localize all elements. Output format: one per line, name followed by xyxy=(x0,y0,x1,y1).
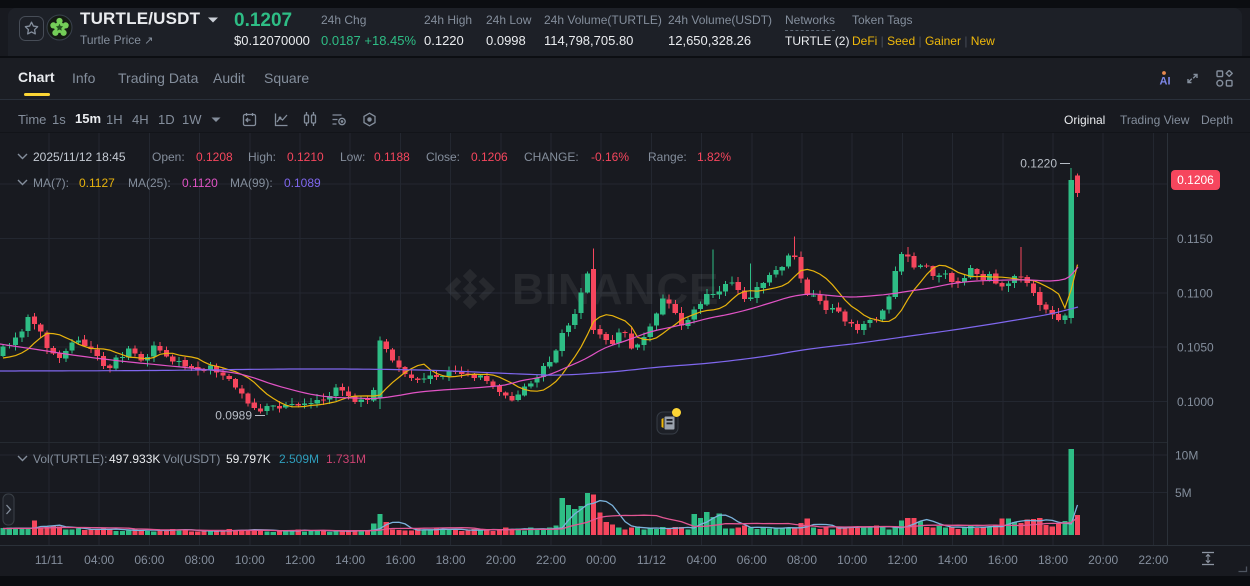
svg-text:0.1000: 0.1000 xyxy=(1177,395,1214,409)
svg-text:5M: 5M xyxy=(1175,486,1192,500)
svg-text:0.0989: 0.0989 xyxy=(215,409,252,423)
svg-text:0.1220: 0.1220 xyxy=(1020,157,1057,171)
svg-text:08:00: 08:00 xyxy=(787,553,817,567)
svg-text:16:00: 16:00 xyxy=(988,553,1018,567)
svg-text:10:00: 10:00 xyxy=(235,553,265,567)
svg-text:20:00: 20:00 xyxy=(1088,553,1118,567)
svg-text:04:00: 04:00 xyxy=(687,553,717,567)
svg-text:04:00: 04:00 xyxy=(84,553,114,567)
svg-text:12:00: 12:00 xyxy=(285,553,315,567)
svg-text:10:00: 10:00 xyxy=(837,553,867,567)
svg-text:16:00: 16:00 xyxy=(385,553,415,567)
svg-text:06:00: 06:00 xyxy=(737,553,767,567)
svg-text:08:00: 08:00 xyxy=(185,553,215,567)
svg-text:14:00: 14:00 xyxy=(335,553,365,567)
svg-text:11/12: 11/12 xyxy=(637,553,666,567)
svg-text:BINANCE: BINANCE xyxy=(512,265,719,314)
svg-text:12:00: 12:00 xyxy=(887,553,917,567)
svg-text:AI: AI xyxy=(1160,76,1171,87)
svg-text:22:00: 22:00 xyxy=(1138,553,1168,567)
svg-text:22:00: 22:00 xyxy=(536,553,566,567)
svg-text:0.1050: 0.1050 xyxy=(1177,341,1214,355)
svg-text:20:00: 20:00 xyxy=(486,553,516,567)
svg-text:11/11: 11/11 xyxy=(35,553,64,567)
svg-text:00:00: 00:00 xyxy=(586,553,616,567)
svg-text:06:00: 06:00 xyxy=(134,553,164,567)
svg-text:0.1206: 0.1206 xyxy=(1177,173,1214,187)
svg-text:18:00: 18:00 xyxy=(1038,553,1068,567)
svg-text:0.1150: 0.1150 xyxy=(1177,232,1213,246)
svg-text:0.1100: 0.1100 xyxy=(1177,286,1213,300)
svg-text:14:00: 14:00 xyxy=(938,553,968,567)
svg-text:18:00: 18:00 xyxy=(436,553,466,567)
svg-text:10M: 10M xyxy=(1175,449,1198,463)
